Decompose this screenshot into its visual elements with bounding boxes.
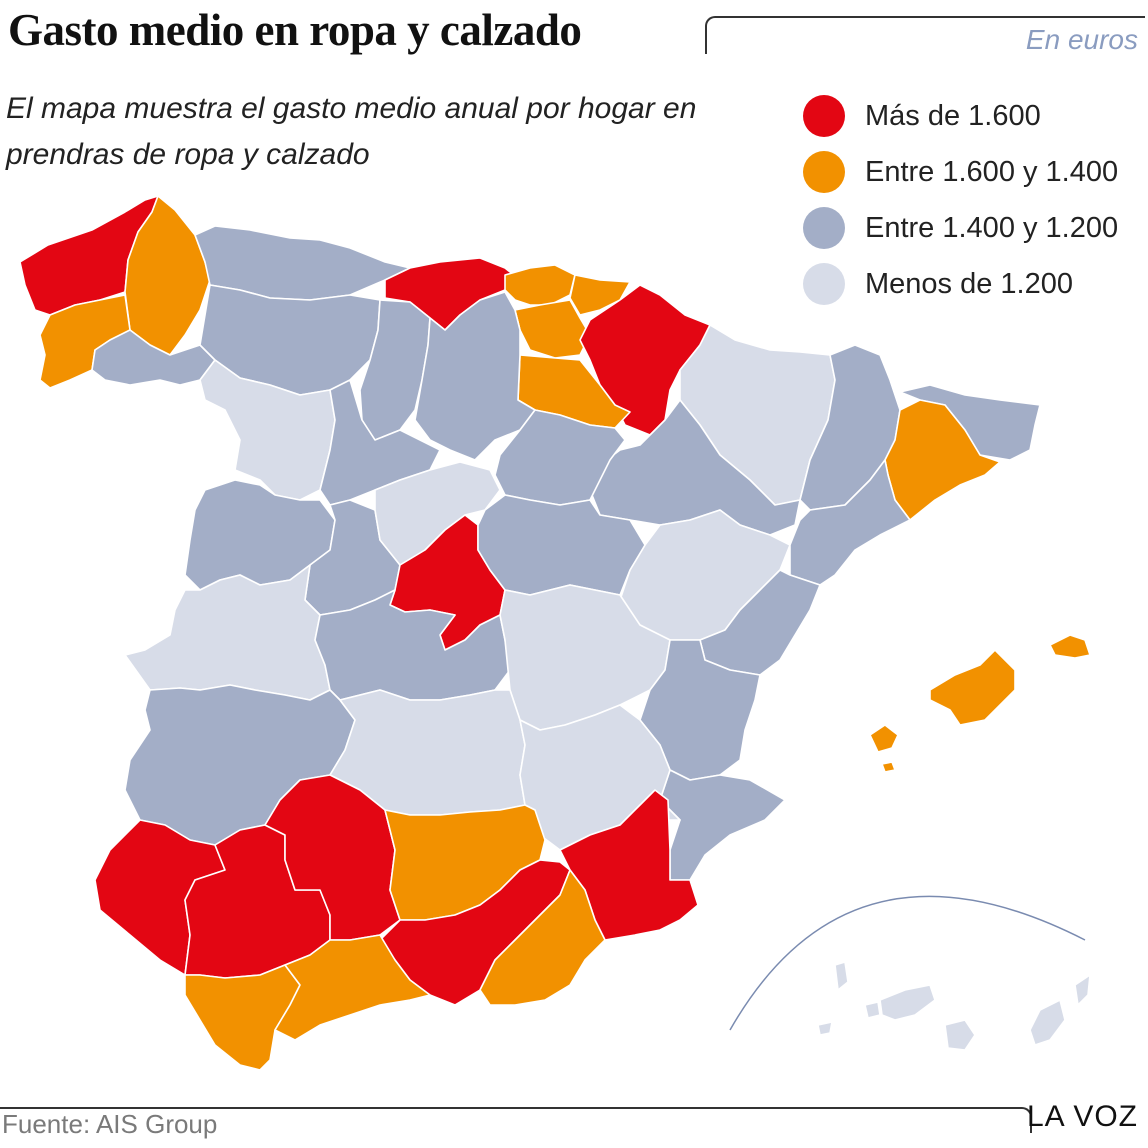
legend-item-lt1200: Menos de 1.200 (803, 256, 1118, 312)
province-ourense[interactable] (91, 329, 216, 386)
province-barcelona[interactable] (884, 399, 1001, 521)
page-title: Gasto medio en ropa y calzado (8, 5, 582, 55)
legend-item-1400-1600: Entre 1.600 y 1.400 (803, 144, 1118, 200)
province-malaga[interactable] (274, 934, 431, 1041)
footer-rule (0, 1107, 1032, 1133)
province-baleares-ibiza[interactable] (869, 724, 899, 753)
province-segovia[interactable] (374, 461, 501, 566)
province-canarias-lanzarote[interactable] (1074, 974, 1091, 1006)
brand-logo: LA VOZ (1026, 1100, 1138, 1133)
legend-swatch (803, 263, 845, 305)
source-label: Fuente: AIS Group (2, 1109, 218, 1139)
province-baleares-menorca[interactable] (1049, 634, 1091, 659)
legend-label: Entre 1.600 y 1.400 (865, 155, 1119, 188)
province-baleares-formentera[interactable] (881, 761, 896, 773)
province-almeria[interactable] (479, 869, 606, 1006)
province-canarias-el-hierro[interactable] (817, 1021, 833, 1036)
legend-swatch (803, 151, 845, 193)
title-rule (705, 16, 1145, 54)
province-canarias-la-gomera[interactable] (864, 1001, 881, 1019)
legend-label: Más de 1.600 (865, 99, 1041, 132)
province-gipuzkoa[interactable] (569, 274, 631, 316)
unit-label: En euros (1025, 24, 1138, 55)
legend-label: Entre 1.400 y 1.200 (865, 211, 1119, 244)
legend-label: Menos de 1.200 (865, 267, 1073, 300)
province-canarias-tenerife[interactable] (879, 984, 936, 1021)
legend: Más de 1.600 Entre 1.600 y 1.400 Entre 1… (803, 88, 1118, 312)
province-caceres[interactable] (124, 564, 331, 701)
province-alicante[interactable] (659, 769, 786, 881)
province-tarragona[interactable] (789, 459, 911, 586)
subtitle: El mapa muestra el gasto medio anual por… (6, 92, 697, 171)
canarias-inset-arc (729, 895, 1086, 1031)
province-cordoba[interactable] (264, 774, 401, 941)
legend-swatch (803, 207, 845, 249)
province-canarias-gran-canaria[interactable] (944, 1019, 976, 1051)
province-bizkaia[interactable] (504, 264, 576, 306)
province-canarias-fuerteventura[interactable] (1029, 999, 1066, 1046)
legend-item-1200-1400: Entre 1.400 y 1.200 (803, 200, 1118, 256)
province-soria[interactable] (494, 409, 626, 506)
legend-item-gt1600: Más de 1.600 (803, 88, 1118, 144)
legend-swatch (803, 95, 845, 137)
province-canarias-la-palma[interactable] (834, 961, 849, 991)
province-baleares-mallorca[interactable] (929, 649, 1016, 726)
